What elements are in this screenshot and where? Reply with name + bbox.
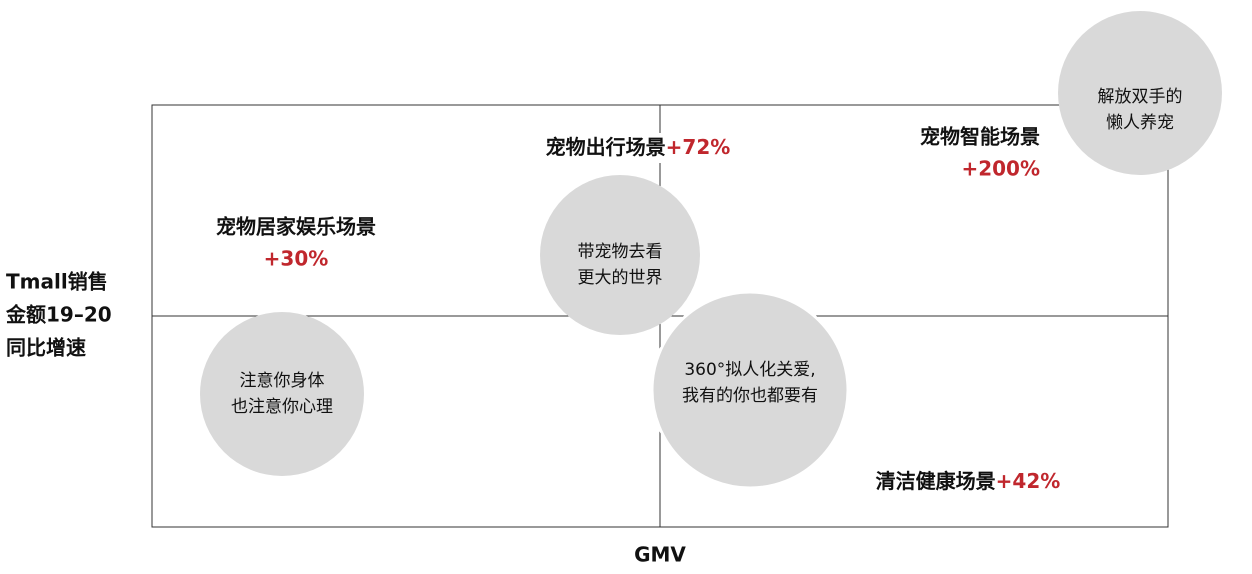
circle-text: 更大的世界	[578, 268, 663, 288]
scene-label: 宠物智能场景	[920, 125, 1040, 149]
label-bg	[525, 133, 753, 163]
growth-label: +30%	[264, 247, 329, 271]
scene-label: 宠物出行场景+72%	[546, 135, 731, 159]
scene-text: 清洁健康场景	[876, 469, 996, 493]
circle-text: 懒人养宠	[1106, 113, 1174, 133]
y-axis-label: 金额19–20	[5, 303, 112, 327]
circle	[200, 312, 364, 476]
circle-text: 也注意你心理	[231, 397, 333, 417]
growth-label: +200%	[961, 157, 1040, 181]
circle	[540, 175, 700, 335]
growth-text: +42%	[996, 469, 1061, 493]
circle	[1058, 11, 1222, 175]
scene-label: 清洁健康场景+42%	[876, 469, 1061, 493]
circle-text: 我有的你也都要有	[682, 386, 818, 406]
growth-text: +72%	[666, 135, 731, 159]
y-axis-label: 同比增速	[6, 336, 86, 360]
x-axis-label: GMV	[634, 543, 686, 567]
circle-text: 解放双手的	[1098, 87, 1183, 107]
circle-text: 带宠物去看	[578, 242, 663, 262]
scene-label: 宠物居家娱乐场景	[216, 215, 376, 239]
circle	[650, 290, 850, 490]
scene-text: 宠物出行场景	[546, 135, 666, 159]
circle-text: 注意你身体	[240, 371, 325, 391]
y-axis-label: Tmall销售	[6, 270, 108, 294]
circle-text: 360°拟人化关爱,	[684, 360, 815, 380]
